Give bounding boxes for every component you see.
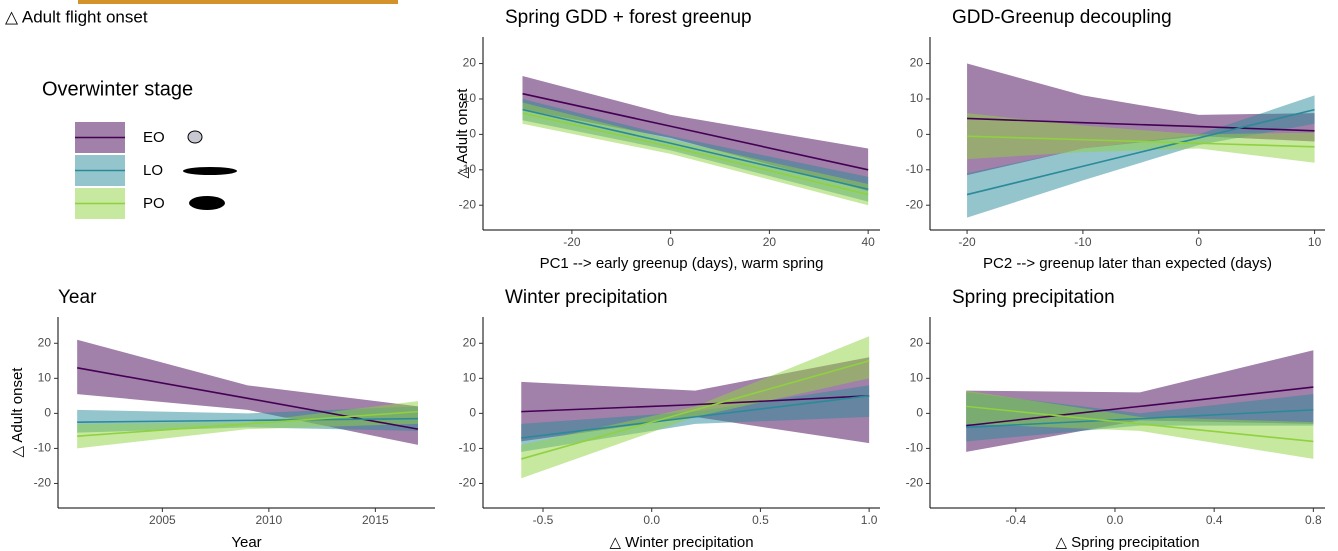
- panel: GDD-Greenup decoupling PC2 --> greenup la…: [906, 7, 1325, 272]
- figure: △ Adult flight onset Overwinter stage EO…: [0, 0, 1338, 551]
- legend-icons: [183, 131, 237, 210]
- y-tick-label: 20: [463, 56, 477, 70]
- x-axis-label: PC1 --> early greenup (days), warm sprin…: [540, 255, 824, 272]
- icon-egg: [188, 131, 202, 143]
- y-tick-label: 10: [38, 371, 52, 385]
- y-tick-label: 20: [910, 56, 924, 70]
- x-axis-label: Year: [231, 534, 261, 551]
- x-tick-label: -20: [958, 235, 976, 249]
- y-axis-label: △ Adult onset: [9, 367, 26, 458]
- x-axis-label: △ Spring precipitation: [1055, 534, 1199, 551]
- y-tick-label: 10: [463, 371, 477, 385]
- x-tick-label: 2005: [149, 513, 176, 527]
- panel-title: Year: [58, 287, 97, 308]
- y-tick-label: -20: [459, 197, 477, 211]
- x-tick-label: 0.5: [752, 513, 769, 527]
- y-tick-label: 0: [44, 406, 51, 420]
- y-tick-label: 10: [910, 91, 924, 105]
- y-tick-label: -20: [906, 197, 924, 211]
- y-tick-label: -20: [906, 476, 924, 490]
- y-tick-label: -20: [34, 476, 52, 490]
- x-axis-label: △ Winter precipitation: [609, 534, 753, 551]
- panel-title: Spring GDD + forest greenup: [505, 7, 752, 28]
- panel: Spring GDD + forest greenup PC1 --> early…: [454, 7, 880, 272]
- legend-label: PO: [143, 195, 165, 212]
- x-tick-label: 2010: [256, 513, 283, 527]
- x-tick-label: 10: [1308, 235, 1322, 249]
- y-tick-label: 10: [910, 371, 924, 385]
- y-tick-label: 20: [463, 335, 477, 349]
- y-tick-label: 0: [916, 406, 923, 420]
- y-tick-label: -10: [459, 441, 477, 455]
- icon-larva: [183, 167, 237, 175]
- x-tick-label: -20: [563, 235, 581, 249]
- x-tick-label: -0.5: [533, 513, 554, 527]
- y-tick-label: 20: [38, 335, 52, 349]
- legend-title: Overwinter stage: [42, 78, 193, 100]
- legend-label: EO: [143, 129, 165, 146]
- y-tick-label: -10: [906, 441, 924, 455]
- x-tick-label: -10: [1074, 235, 1092, 249]
- x-tick-label: 0: [667, 235, 674, 249]
- panel-title: Spring precipitation: [952, 287, 1115, 308]
- x-tick-label: 0.0: [643, 513, 660, 527]
- y-tick-label: -20: [459, 476, 477, 490]
- legend-label: LO: [143, 162, 163, 179]
- x-tick-label: 0.0: [1107, 513, 1124, 527]
- x-tick-label: -0.4: [1005, 513, 1026, 527]
- y-tick-label: 10: [463, 91, 477, 105]
- x-tick-label: 1.0: [861, 513, 878, 527]
- panel: Winter precipitation △ Winter precipitati…: [459, 287, 880, 551]
- y-tick-label: 0: [469, 406, 476, 420]
- y-tick-label: 20: [910, 335, 924, 349]
- figure-label: △ Adult flight onset: [5, 7, 148, 26]
- x-tick-label: 2015: [362, 513, 389, 527]
- x-tick-label: 0: [1195, 235, 1202, 249]
- y-tick-label: 0: [916, 127, 923, 141]
- icon-pupa: [189, 196, 225, 210]
- x-tick-label: 0.4: [1206, 513, 1223, 527]
- x-tick-label: 20: [763, 235, 777, 249]
- x-tick-label: 0.8: [1305, 513, 1322, 527]
- panel: Year Year △ Adult onset -20 -10 0 10 20 2005 2010…: [9, 287, 435, 551]
- y-tick-label: -10: [34, 441, 52, 455]
- y-tick-label: -10: [906, 162, 924, 176]
- panel: Spring precipitation △ Spring precipitati…: [906, 287, 1325, 551]
- y-tick-label: -10: [459, 162, 477, 176]
- panel-title: Winter precipitation: [505, 287, 668, 308]
- x-axis-label: PC2 --> greenup later than expected (day…: [983, 255, 1272, 272]
- top-bar: [78, 0, 398, 4]
- x-tick-label: 40: [861, 235, 875, 249]
- y-tick-label: 0: [469, 127, 476, 141]
- panel-title: GDD-Greenup decoupling: [952, 7, 1172, 28]
